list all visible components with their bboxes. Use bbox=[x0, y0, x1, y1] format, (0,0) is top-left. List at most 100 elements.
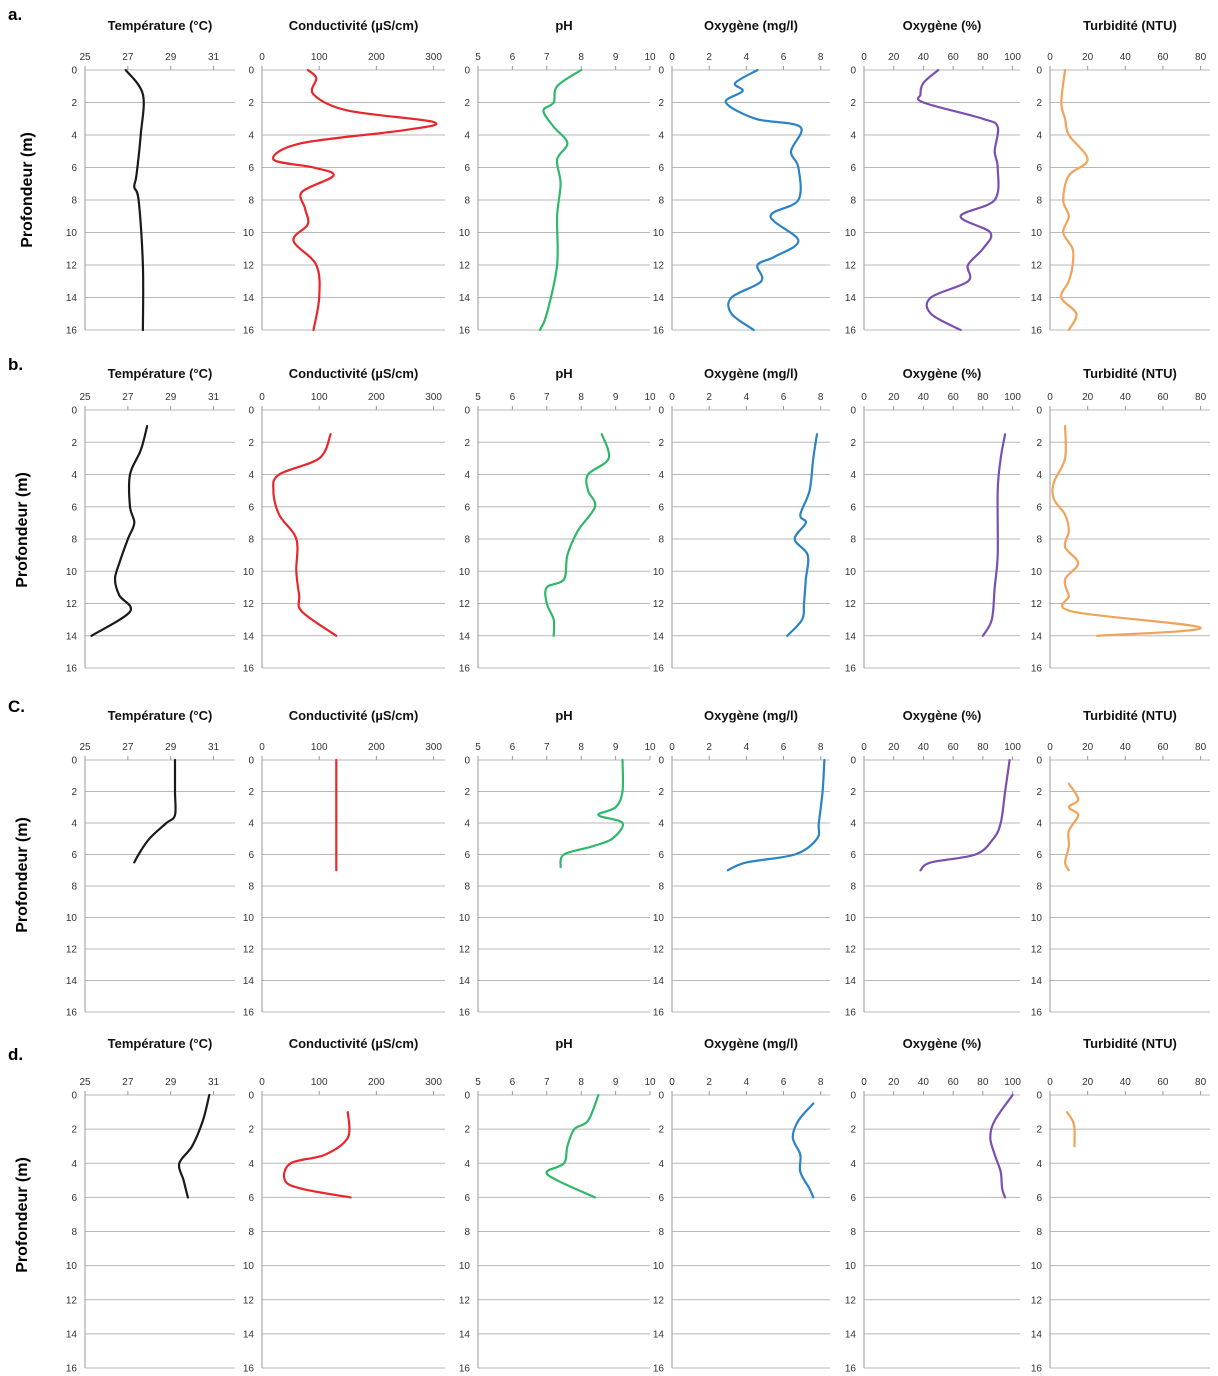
x-tick-label: 100 bbox=[1004, 742, 1021, 753]
x-tick-label: 27 bbox=[122, 742, 134, 753]
x-tick-label: 20 bbox=[1082, 742, 1094, 753]
y-tick-label: 10 bbox=[845, 913, 857, 924]
y-tick-label: 8 bbox=[658, 882, 664, 893]
y-tick-label: 8 bbox=[71, 1227, 77, 1238]
x-tick-label: 200 bbox=[368, 52, 385, 63]
y-tick-label: 2 bbox=[1036, 98, 1042, 109]
y-tick-label: 12 bbox=[243, 945, 255, 956]
x-tick-label: 0 bbox=[259, 742, 265, 753]
panel-title: Conductivité (µS/cm) bbox=[289, 18, 419, 33]
x-tick-label: 300 bbox=[425, 742, 442, 753]
y-tick-label: 12 bbox=[459, 261, 471, 272]
y-tick-label: 6 bbox=[850, 163, 856, 174]
x-tick-label: 6 bbox=[781, 1077, 787, 1088]
series-line bbox=[272, 433, 338, 637]
x-tick-label: 60 bbox=[948, 1077, 960, 1088]
panel-title: Température (°C) bbox=[108, 366, 213, 381]
panel-C-3: pH 0 2 4 6 8 10 12 14 16 5 6 7 8 9 10 bbox=[459, 708, 656, 1019]
x-tick-label: 0 bbox=[1047, 52, 1053, 63]
y-tick-label: 14 bbox=[459, 1329, 471, 1340]
y-tick-label: 10 bbox=[243, 1261, 255, 1272]
panel-C-5: Oxygène (%) 0 2 4 6 8 10 12 14 16 0 20 40 60 80 100 bbox=[845, 708, 1021, 1019]
x-tick-label: 6 bbox=[510, 52, 516, 63]
y-tick-label: 0 bbox=[850, 1091, 856, 1102]
x-tick-label: 2 bbox=[706, 52, 712, 63]
x-tick-label: 6 bbox=[510, 742, 516, 753]
y-tick-label: 8 bbox=[850, 535, 856, 546]
y-tick-label: 0 bbox=[658, 406, 664, 417]
x-tick-label: 6 bbox=[510, 392, 516, 403]
row-label: d. bbox=[8, 1045, 23, 1064]
y-tick-label: 10 bbox=[845, 228, 857, 239]
y-tick-label: 12 bbox=[459, 599, 471, 610]
panel-title: Oxygène (mg/l) bbox=[704, 18, 798, 33]
x-tick-label: 60 bbox=[1157, 1077, 1169, 1088]
panel-title: Oxygène (mg/l) bbox=[704, 1036, 798, 1051]
x-tick-label: 20 bbox=[1082, 52, 1094, 63]
x-tick-label: 100 bbox=[1004, 52, 1021, 63]
x-tick-label: 40 bbox=[1120, 742, 1132, 753]
panel-title: Température (°C) bbox=[108, 1036, 213, 1051]
panel-title: Oxygène (mg/l) bbox=[704, 708, 798, 723]
y-tick-label: 14 bbox=[653, 631, 665, 642]
y-tick-label: 4 bbox=[658, 131, 664, 142]
panel-C-6: Turbidité (NTU) 0 2 4 6 8 10 12 14 16 0 20 40 60 80 bbox=[1031, 708, 1210, 1019]
y-tick-label: 8 bbox=[658, 535, 664, 546]
x-tick-label: 100 bbox=[311, 392, 328, 403]
x-tick-label: 0 bbox=[669, 1077, 675, 1088]
y-tick-label: 0 bbox=[658, 756, 664, 767]
y-tick-label: 6 bbox=[850, 502, 856, 513]
y-tick-label: 2 bbox=[658, 438, 664, 449]
x-tick-label: 5 bbox=[475, 392, 481, 403]
y-tick-label: 2 bbox=[1036, 1125, 1042, 1136]
y-tick-label: 10 bbox=[653, 567, 665, 578]
x-tick-label: 40 bbox=[918, 742, 930, 753]
x-tick-label: 20 bbox=[888, 1077, 900, 1088]
y-tick-label: 2 bbox=[850, 787, 856, 798]
y-tick-label: 0 bbox=[71, 66, 77, 77]
x-tick-label: 40 bbox=[1120, 1077, 1132, 1088]
x-tick-label: 40 bbox=[918, 392, 930, 403]
y-tick-label: 10 bbox=[459, 567, 471, 578]
y-tick-label: 10 bbox=[66, 913, 78, 924]
y-tick-label: 4 bbox=[1036, 131, 1042, 142]
y-tick-label: 16 bbox=[459, 326, 471, 337]
y-tick-label: 16 bbox=[243, 664, 255, 675]
y-tick-label: 14 bbox=[845, 1329, 857, 1340]
y-tick-label: 2 bbox=[248, 787, 254, 798]
y-tick-label: 6 bbox=[464, 163, 470, 174]
y-tick-label: 0 bbox=[658, 1091, 664, 1102]
y-tick-label: 2 bbox=[464, 438, 470, 449]
x-tick-label: 29 bbox=[165, 1077, 177, 1088]
series-line bbox=[544, 433, 611, 637]
panel-title: Turbidité (NTU) bbox=[1083, 18, 1177, 33]
y-tick-label: 16 bbox=[1031, 1008, 1043, 1019]
x-tick-label: 10 bbox=[644, 52, 656, 63]
x-tick-label: 20 bbox=[1082, 1077, 1094, 1088]
y-tick-label: 12 bbox=[1031, 1295, 1043, 1306]
y-tick-label: 4 bbox=[1036, 819, 1042, 830]
x-tick-label: 7 bbox=[544, 52, 550, 63]
x-tick-label: 6 bbox=[781, 52, 787, 63]
x-tick-label: 60 bbox=[948, 52, 960, 63]
y-tick-label: 16 bbox=[1031, 1364, 1043, 1375]
y-tick-label: 14 bbox=[653, 293, 665, 304]
panel-title: Conductivité (µS/cm) bbox=[289, 708, 419, 723]
y-tick-label: 10 bbox=[1031, 228, 1043, 239]
x-tick-label: 80 bbox=[1195, 1077, 1207, 1088]
y-tick-label: 4 bbox=[850, 819, 856, 830]
y-tick-label: 8 bbox=[850, 882, 856, 893]
y-tick-label: 14 bbox=[459, 976, 471, 987]
y-tick-label: 2 bbox=[464, 1125, 470, 1136]
x-tick-label: 27 bbox=[122, 392, 134, 403]
x-tick-label: 0 bbox=[669, 742, 675, 753]
x-tick-label: 29 bbox=[165, 742, 177, 753]
y-tick-label: 6 bbox=[248, 163, 254, 174]
x-tick-label: 100 bbox=[311, 1077, 328, 1088]
x-tick-label: 2 bbox=[706, 392, 712, 403]
series-line bbox=[133, 758, 177, 864]
panel-title: Turbidité (NTU) bbox=[1083, 708, 1177, 723]
y-tick-label: 8 bbox=[658, 1227, 664, 1238]
x-tick-label: 80 bbox=[977, 392, 989, 403]
y-tick-label: 14 bbox=[66, 976, 78, 987]
